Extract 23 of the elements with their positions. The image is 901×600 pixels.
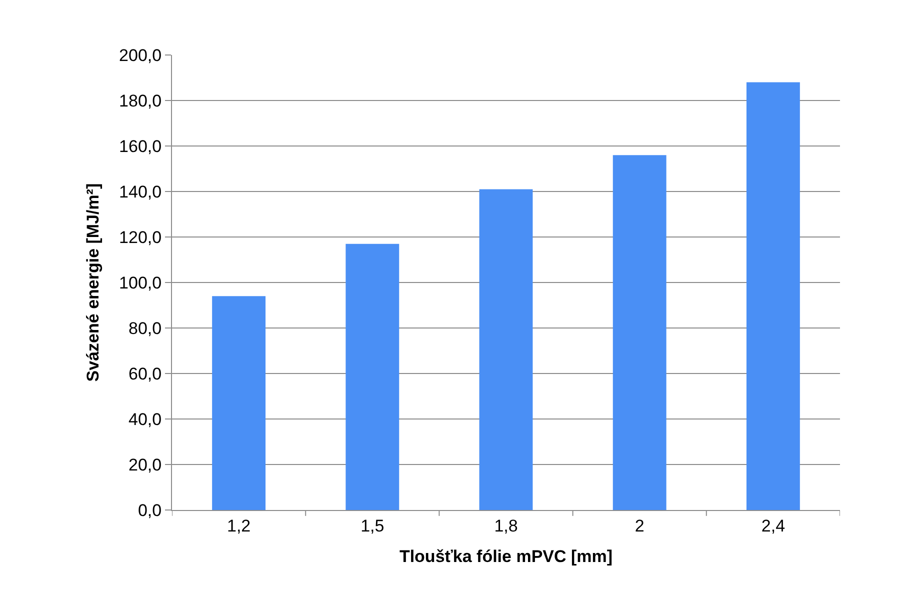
y-tick-label: 80,0 xyxy=(128,318,162,338)
x-axis-title: Tloušťka fólie mPVC [mm] xyxy=(399,546,613,566)
y-tick-label: 140,0 xyxy=(119,182,162,202)
x-tick-label: 1,8 xyxy=(494,516,518,536)
y-tick-label: 100,0 xyxy=(119,273,162,292)
y-axis-title: Svázené energie [MJ/m²] xyxy=(84,183,103,382)
y-tick-label: 120,0 xyxy=(119,228,162,247)
x-tick-label: 2,4 xyxy=(761,516,786,536)
bar xyxy=(479,189,533,510)
y-tick-label: 180,0 xyxy=(119,91,162,110)
bar xyxy=(346,244,400,510)
bar xyxy=(746,82,800,510)
y-tick-label: 160,0 xyxy=(119,136,162,156)
y-tick-label: 60,0 xyxy=(128,364,162,384)
y-tick-label: 20,0 xyxy=(128,455,162,474)
y-tick-label: 40,0 xyxy=(128,410,162,429)
bar xyxy=(212,296,266,510)
bar xyxy=(612,155,666,510)
y-tick-label: 0,0 xyxy=(138,500,162,520)
x-tick-label: 1,5 xyxy=(360,516,384,536)
x-tick-label: 2 xyxy=(634,516,644,536)
y-tick-label: 200,0 xyxy=(119,46,162,65)
x-tick-label: 1,2 xyxy=(226,516,251,536)
